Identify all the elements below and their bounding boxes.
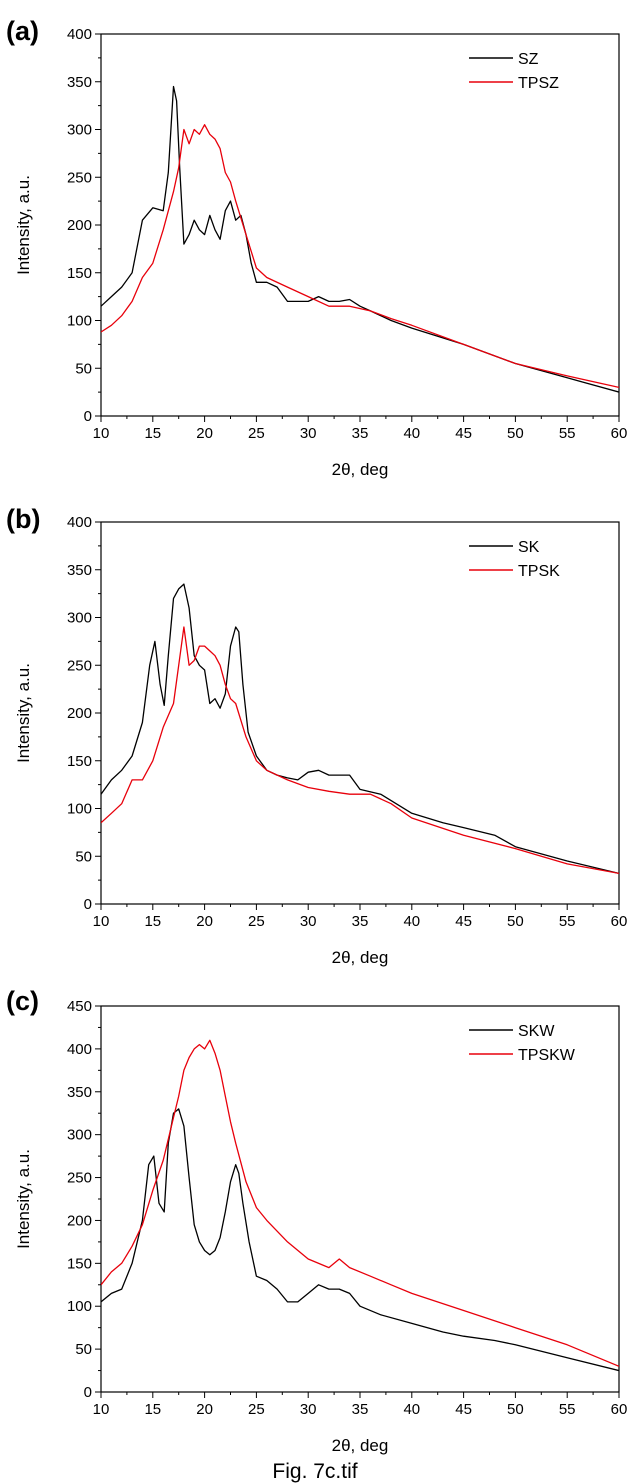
panel-label: (c) <box>6 986 39 1016</box>
y-tick-label: 50 <box>75 848 92 865</box>
panel-label: (b) <box>6 504 40 534</box>
y-tick-label: 400 <box>67 1041 92 1058</box>
x-tick-label: 20 <box>196 1401 213 1418</box>
chart-panel-3: (c) 10 15 20 25 30 35 40 45 50 55 60 0 50 100 150 200 250… <box>6 986 627 1455</box>
x-tick-label: 35 <box>352 425 369 442</box>
series-line-sz <box>101 85 619 393</box>
x-tick-label: 55 <box>559 1401 576 1418</box>
x-tick-label: 50 <box>507 1401 524 1418</box>
y-tick-label: 250 <box>67 657 92 674</box>
x-tick-label: 60 <box>611 1401 628 1418</box>
y-tick-label: 300 <box>67 122 92 139</box>
y-tick-label: 50 <box>75 360 92 377</box>
y-tick-label: 0 <box>84 408 92 425</box>
x-tick-label: 60 <box>611 425 628 442</box>
x-tick-label: 10 <box>93 1401 110 1418</box>
y-tick-label: 250 <box>67 1170 92 1187</box>
x-tick-label: 55 <box>559 913 576 930</box>
y-tick-label: 450 <box>67 998 92 1015</box>
x-axis-title: 2θ, deg <box>332 948 389 967</box>
x-tick-label: 30 <box>300 1401 317 1418</box>
figure-caption: Fig. 7c.tif <box>272 1460 357 1483</box>
y-tick-label: 200 <box>67 1212 92 1229</box>
y-tick-label: 100 <box>67 313 92 330</box>
x-tick-label: 10 <box>93 425 110 442</box>
x-tick-label: 50 <box>507 913 524 930</box>
x-tick-label: 45 <box>455 425 472 442</box>
chart-panel-2: (b) 10 15 20 25 30 35 40 45 50 55 60 0 50 100 150 200 250… <box>6 504 627 967</box>
series-line-tpsz <box>101 124 619 389</box>
x-tick-label: 30 <box>300 425 317 442</box>
y-tick-label: 250 <box>67 169 92 186</box>
y-tick-label: 100 <box>67 801 92 818</box>
y-tick-label: 400 <box>67 26 92 43</box>
y-tick-label: 150 <box>67 265 92 282</box>
y-tick-label: 150 <box>67 753 92 770</box>
x-tick-label: 25 <box>248 425 265 442</box>
legend-label: SK <box>518 539 540 556</box>
y-tick-label: 100 <box>67 1298 92 1315</box>
x-tick-label: 40 <box>403 425 420 442</box>
x-axis-title: 2θ, deg <box>332 1436 389 1455</box>
y-tick-label: 300 <box>67 1127 92 1144</box>
x-tick-label: 60 <box>611 913 628 930</box>
x-tick-label: 15 <box>144 913 161 930</box>
legend-label: TPSKW <box>518 1047 576 1064</box>
y-tick-label: 350 <box>67 562 92 579</box>
series-line-tpskw <box>101 1039 619 1367</box>
y-tick-label: 200 <box>67 705 92 722</box>
x-tick-label: 35 <box>352 1401 369 1418</box>
panel-label: (a) <box>6 16 39 46</box>
x-axis-title: 2θ, deg <box>332 460 389 479</box>
y-tick-label: 0 <box>84 1384 92 1401</box>
x-tick-label: 25 <box>248 913 265 930</box>
legend-label: SKW <box>518 1023 555 1040</box>
y-tick-label: 350 <box>67 74 92 91</box>
y-axis-title: Intensity, a.u. <box>14 175 33 275</box>
legend-label: SZ <box>518 51 539 68</box>
x-tick-label: 45 <box>455 913 472 930</box>
y-tick-label: 150 <box>67 1255 92 1272</box>
x-tick-label: 40 <box>403 1401 420 1418</box>
y-tick-label: 50 <box>75 1341 92 1358</box>
y-axis-title: Intensity, a.u. <box>14 663 33 763</box>
x-tick-label: 55 <box>559 425 576 442</box>
series-line-sk <box>101 583 619 875</box>
x-tick-label: 25 <box>248 1401 265 1418</box>
x-tick-label: 45 <box>455 1401 472 1418</box>
x-tick-label: 30 <box>300 913 317 930</box>
chart-panels: (a)10 15 20 25 30 35 40 45 50 55 60050100150200250… <box>6 16 627 1455</box>
y-tick-label: 300 <box>67 610 92 627</box>
y-tick-label: 0 <box>84 896 92 913</box>
series-line-skw <box>101 1108 619 1372</box>
x-tick-label: 40 <box>403 913 420 930</box>
x-tick-label: 20 <box>196 913 213 930</box>
x-tick-label: 50 <box>507 425 524 442</box>
legend-label: TPSK <box>518 563 560 580</box>
x-tick-label: 15 <box>144 425 161 442</box>
legend-label: TPSZ <box>518 75 559 92</box>
x-tick-label: 10 <box>93 913 110 930</box>
y-axis-title: Intensity, a.u. <box>14 1149 33 1249</box>
x-tick-label: 15 <box>144 1401 161 1418</box>
y-tick-label: 350 <box>67 1084 92 1101</box>
x-tick-label: 20 <box>196 425 213 442</box>
chart-panel-1: (a) 10 15 20 25 30 35 40 45 50 55 60 0 50 100 150 200 250… <box>6 16 627 479</box>
y-tick-label: 400 <box>67 514 92 531</box>
y-tick-label: 200 <box>67 217 92 234</box>
x-tick-label: 35 <box>352 913 369 930</box>
series-line-tpsk <box>101 626 619 875</box>
